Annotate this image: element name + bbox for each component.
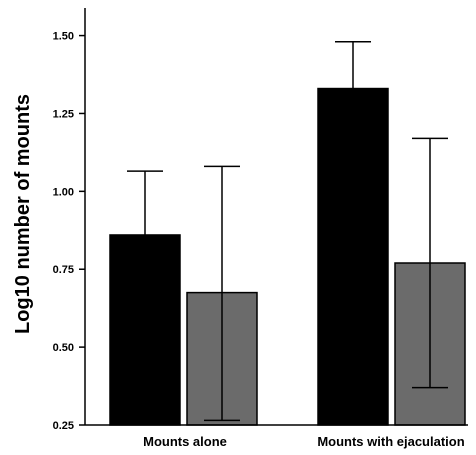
y-tick-label: 0.25	[53, 420, 74, 432]
x-category-label: Mounts with ejaculation	[317, 434, 464, 449]
category-labels-layer: Mounts alone Mounts with ejaculation	[143, 434, 465, 449]
y-tick-label: 1.25	[53, 108, 74, 120]
bars-layer	[109, 87, 466, 426]
y-axis-title: Log10 number of mounts	[12, 94, 34, 334]
y-tick-label: 0.75	[53, 264, 74, 276]
y-tick-label: 1.50	[53, 31, 74, 43]
y-ticks-layer: 0.25 0.50 0.75 1.00 1.25 1.50	[53, 31, 85, 432]
error-bars-layer	[127, 41, 448, 422]
y-tick-label: 1.00	[53, 186, 74, 198]
bar-mounts-alone-black	[109, 234, 181, 426]
bar-mounts-with-ejaculation-black	[317, 87, 389, 426]
y-tick-label: 0.50	[53, 342, 74, 354]
x-category-label: Mounts alone	[143, 434, 227, 449]
